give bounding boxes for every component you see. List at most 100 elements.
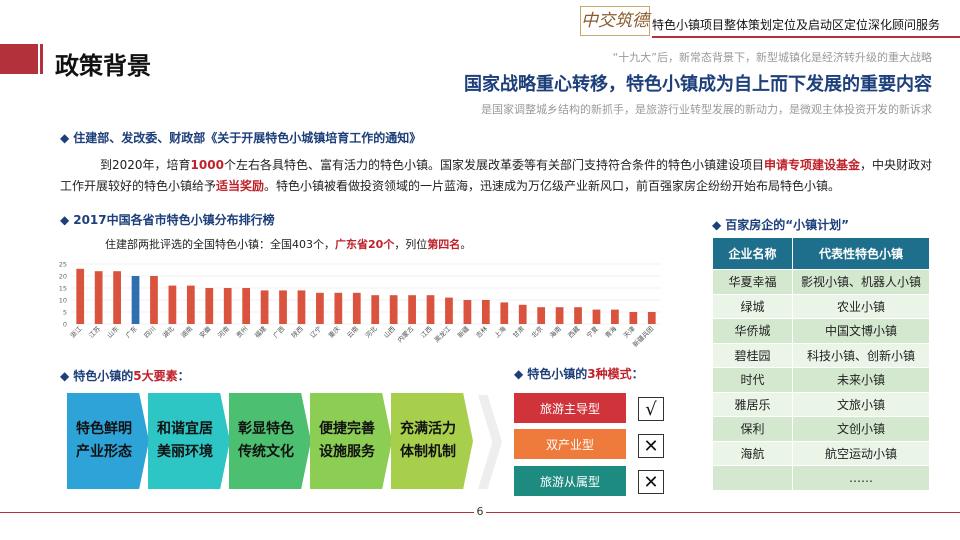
table-cell: 航空运动小镇 bbox=[792, 440, 930, 466]
bar bbox=[629, 312, 638, 324]
section-title-highlight: 5大要素 bbox=[133, 369, 178, 383]
bar bbox=[408, 295, 416, 324]
section-developer-plans: ◆ 百家房企的“小镇计划” bbox=[712, 216, 849, 233]
section-policy-notice: ◆ 住建部、发改委、财政部《关于开展特色小城镇培育工作的通知》 bbox=[60, 129, 421, 146]
table-cell bbox=[712, 465, 793, 491]
y-tick-label: 15 bbox=[59, 285, 67, 293]
bar bbox=[389, 295, 398, 324]
section-three-modes: ◆ 特色小镇的3种模式： bbox=[514, 365, 644, 382]
bar bbox=[205, 288, 214, 324]
chart-note-text: 。 bbox=[460, 238, 472, 251]
x-tick-label: 甘肃 bbox=[511, 324, 527, 340]
x-tick-label: 新疆兵团 bbox=[630, 324, 655, 349]
x-tick-label: 辽宁 bbox=[308, 324, 324, 340]
developer-table: 企业名称 代表性特色小镇 华夏幸福 影视小镇、机器人小镇 绿城 农业小镇 华侨城 中国… bbox=[712, 237, 930, 491]
subheading-top: “十九大”后，新常态背景下，新型城镇化是经济转升级的重大战略 bbox=[612, 51, 932, 64]
bar bbox=[463, 300, 472, 324]
section-title: 住建部、发改委、财政部《关于开展特色小城镇培育工作的通知》 bbox=[73, 131, 422, 145]
table-cell: 科技小镇、创新小镇 bbox=[792, 342, 930, 368]
diamond-bullet-icon: ◆ bbox=[60, 131, 70, 145]
table-cell: …… bbox=[792, 465, 930, 491]
bar bbox=[445, 297, 453, 324]
paragraph-highlight: 适当奖励 bbox=[216, 179, 265, 193]
x-tick-label: 宁夏 bbox=[584, 324, 600, 340]
diamond-bullet-icon: ◆ bbox=[712, 218, 722, 232]
bar bbox=[592, 309, 601, 324]
chart-note-text: 住建部两批评选的全国特色小镇：全国403个， bbox=[105, 238, 335, 251]
bar bbox=[279, 290, 287, 324]
section-title: ： bbox=[631, 367, 644, 381]
table-cell: 保利 bbox=[712, 416, 793, 442]
bar bbox=[242, 288, 251, 324]
x-tick-label: 山西 bbox=[382, 324, 398, 340]
element-line1: 充满活力 bbox=[400, 421, 456, 437]
x-tick-label: 浙江 bbox=[68, 324, 84, 340]
bar bbox=[647, 312, 656, 324]
bar bbox=[371, 295, 380, 324]
table-row: 绿城 农业小镇 bbox=[712, 293, 930, 319]
element-line2: 体制机制 bbox=[400, 444, 456, 460]
x-tick-label: 河北 bbox=[364, 324, 379, 339]
mode-tourism-subordinate: 旅游从属型 bbox=[514, 466, 626, 496]
x-tick-label: 湖北 bbox=[160, 324, 176, 340]
bar bbox=[150, 276, 158, 324]
x-tick-label: 青海 bbox=[603, 324, 619, 340]
chart-note-highlight: 第四名 bbox=[427, 238, 461, 251]
x-tick-label: 广西 bbox=[271, 324, 287, 340]
bar bbox=[500, 302, 509, 324]
section-title: 特色小镇的 bbox=[527, 367, 588, 381]
section-title: 2017中国各省市特色小镇分布排行榜 bbox=[73, 213, 275, 227]
policy-paragraph: 到2020年，培育1000个左右各具特色、富有活力的特色小镇。国家发展改革委等有… bbox=[60, 155, 940, 197]
element-line1: 彰显特色 bbox=[238, 421, 294, 437]
bar bbox=[352, 292, 361, 324]
y-tick-label: 0 bbox=[63, 321, 67, 329]
x-tick-label: 北京 bbox=[529, 324, 545, 340]
element-facilities: 便捷完善 设施服务 bbox=[310, 393, 392, 489]
y-tick-label: 20 bbox=[59, 273, 67, 281]
x-tick-label: 新疆 bbox=[455, 324, 471, 340]
bar bbox=[260, 290, 269, 324]
bar bbox=[555, 307, 564, 324]
chart-note-highlight: 广东省20个 bbox=[335, 238, 395, 251]
bar bbox=[537, 307, 546, 324]
column-header: 代表性特色小镇 bbox=[792, 237, 930, 270]
subheading-bottom: 是国家调整城乡结构的新抓手，是旅游行业转型发展的新动力，是微观主体投资开发的新诉… bbox=[481, 103, 932, 116]
x-tick-label: 西藏 bbox=[566, 324, 582, 340]
table-cell: 华侨城 bbox=[712, 318, 793, 344]
table-row: 保利 文创小镇 bbox=[712, 416, 930, 442]
x-tick-label: 云南 bbox=[345, 324, 361, 340]
table-row: 华夏幸福 影视小镇、机器人小镇 bbox=[712, 269, 930, 295]
province-bar-chart: 0 5 10 15 20 25 浙江 江苏 山东 广东 四川 湖北 湖南 安徽 河南 贵州 福建 广西 陕西 辽宁 重庆… bbox=[59, 261, 661, 349]
x-tick-label: 山东 bbox=[105, 324, 121, 340]
x-tick-label: 重庆 bbox=[326, 324, 342, 340]
paragraph-highlight: 1000 bbox=[190, 158, 224, 172]
table-cell: 中国文博小镇 bbox=[792, 318, 930, 344]
table-header-row: 企业名称 代表性特色小镇 bbox=[712, 237, 930, 270]
x-tick-label: 吉林 bbox=[474, 324, 490, 340]
bar bbox=[76, 268, 85, 324]
document-title: 特色小镇项目整体策划定位及启动区定位深化顾问服务 bbox=[652, 18, 941, 32]
x-tick-label: 上海 bbox=[492, 324, 508, 340]
table-cell: 华夏幸福 bbox=[712, 269, 793, 295]
bar bbox=[481, 300, 490, 324]
bar bbox=[334, 292, 343, 324]
table-cell: 文创小镇 bbox=[792, 416, 930, 442]
x-tick-label: 湖南 bbox=[179, 324, 195, 340]
chart-note: 住建部两批评选的全国特色小镇：全国403个，广东省20个，列位第四名。 bbox=[105, 236, 471, 252]
table-row: …… bbox=[712, 465, 930, 491]
x-tick-label: 陕西 bbox=[289, 324, 305, 340]
title-accent-line bbox=[40, 44, 43, 74]
slide-title: 政策背景 bbox=[55, 52, 151, 80]
element-line1: 特色鲜明 bbox=[76, 421, 132, 437]
bar bbox=[297, 290, 306, 324]
mode-tourism-led: 旅游主导型 bbox=[514, 393, 626, 423]
checkmark-icon: √ bbox=[638, 397, 664, 421]
section-title-highlight: 3种模式 bbox=[587, 367, 632, 381]
diamond-bullet-icon: ◆ bbox=[514, 367, 524, 381]
title-accent-bar bbox=[0, 44, 38, 74]
table-cell: 海航 bbox=[712, 440, 793, 466]
element-mechanism: 充满活力 体制机制 bbox=[391, 393, 473, 489]
table-cell: 雅居乐 bbox=[712, 391, 793, 417]
element-line1: 和谐宜居 bbox=[157, 421, 213, 437]
column-header: 企业名称 bbox=[712, 237, 793, 270]
